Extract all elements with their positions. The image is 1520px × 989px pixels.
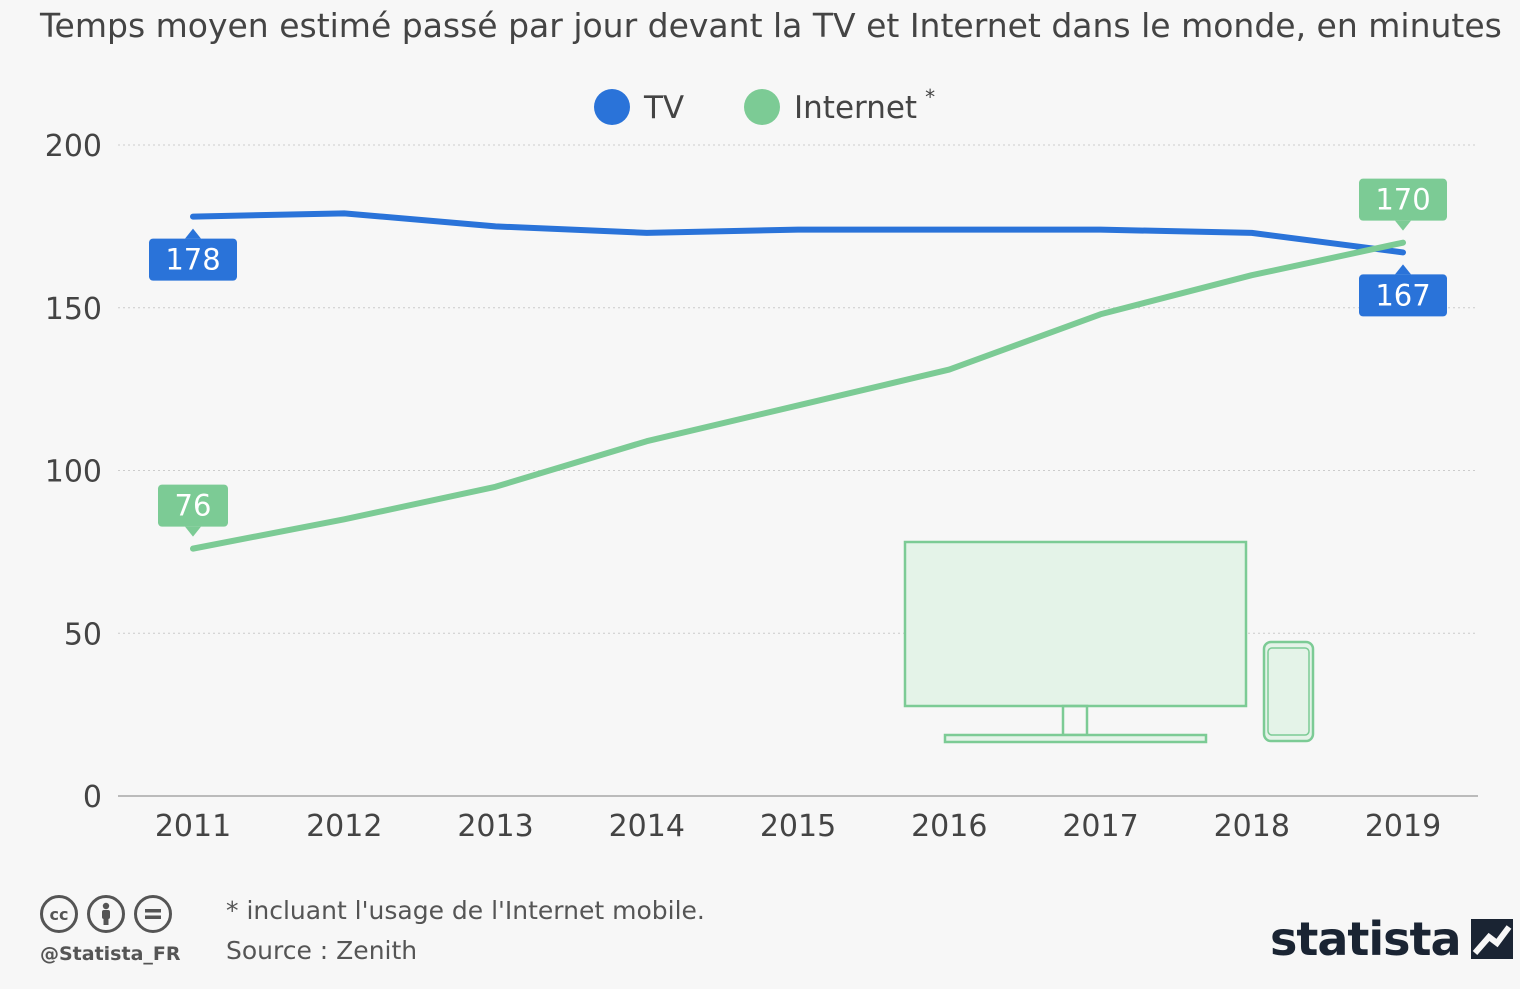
grid-lines <box>118 144 1478 797</box>
data-labels: 178 167 76 170 <box>149 178 1447 537</box>
data-label-box <box>1359 274 1447 317</box>
x-tick-label: 2017 <box>1062 809 1138 844</box>
brand-name: statista <box>1270 912 1462 966</box>
y-tick-label: 200 <box>45 129 102 164</box>
y-tick-label: 150 <box>45 292 102 327</box>
legend-item-0: TV <box>594 89 684 126</box>
data-label-box <box>149 238 237 281</box>
y-tick-label: 100 <box>45 455 102 490</box>
legend-label: TV <box>643 90 684 126</box>
x-tick-label: 2011 <box>155 809 231 844</box>
y-tick-label: 0 <box>83 780 102 815</box>
license-icons: cc <box>40 895 172 933</box>
data-label: 76 <box>158 484 228 537</box>
data-label-box <box>1359 178 1447 221</box>
source-text: Source : Zenith <box>226 936 418 965</box>
statista-logo-icon <box>1470 919 1513 959</box>
data-label-text: 167 <box>1375 278 1430 312</box>
data-label: 167 <box>1359 264 1447 317</box>
x-tick-label: 2016 <box>911 809 987 844</box>
legend-item-1: Internet * <box>744 85 935 126</box>
x-tick-label: 2018 <box>1214 809 1290 844</box>
series-line-0 <box>190 210 1406 256</box>
data-label-text: 76 <box>175 489 212 523</box>
legend-label: Internet <box>794 90 917 126</box>
device-illustration <box>903 540 1315 744</box>
x-tick-label: 2014 <box>609 809 685 844</box>
data-label-pointer <box>185 526 201 537</box>
data-label-text: 178 <box>165 243 220 277</box>
data-label: 170 <box>1359 178 1447 231</box>
x-tick-label: 2012 <box>306 809 382 844</box>
data-label-pointer <box>185 228 201 239</box>
y-tick-label: 50 <box>64 617 102 652</box>
x-tick-label: 2013 <box>457 809 533 844</box>
chart-subtitle: Temps moyen estimé passé par jour devant… <box>40 6 1502 45</box>
no-derivatives-icon <box>134 895 172 933</box>
statista-brand: statista <box>1270 912 1513 966</box>
legend: TV Internet * <box>594 85 935 126</box>
legend-marker <box>594 89 630 125</box>
series-lines <box>190 210 1406 552</box>
data-label-box <box>158 484 228 527</box>
smartphone-illustration-icon <box>1262 640 1315 743</box>
footnote: * incluant l'usage de l'Internet mobile. <box>226 896 705 925</box>
data-label: 178 <box>149 228 237 281</box>
legend-footnote-marker: * <box>925 85 935 109</box>
attribution-icon <box>87 895 125 933</box>
legend-marker <box>744 89 780 125</box>
data-label-text: 170 <box>1375 183 1430 217</box>
tv-illustration-icon <box>903 540 1248 744</box>
x-axis-ticks: 2011 2012 2013 2014 2015 2016 2017 2018 2019 <box>155 809 1441 844</box>
y-axis-ticks: 0 50 100 150 200 <box>45 129 102 815</box>
series-line-1 <box>190 239 1406 552</box>
x-tick-label: 2019 <box>1365 809 1441 844</box>
creative-commons-icon: cc <box>40 895 78 933</box>
twitter-handle: @Statista_FR <box>40 943 181 965</box>
data-label-pointer <box>1395 264 1411 275</box>
x-tick-label: 2015 <box>760 809 836 844</box>
data-label-pointer <box>1395 220 1411 231</box>
